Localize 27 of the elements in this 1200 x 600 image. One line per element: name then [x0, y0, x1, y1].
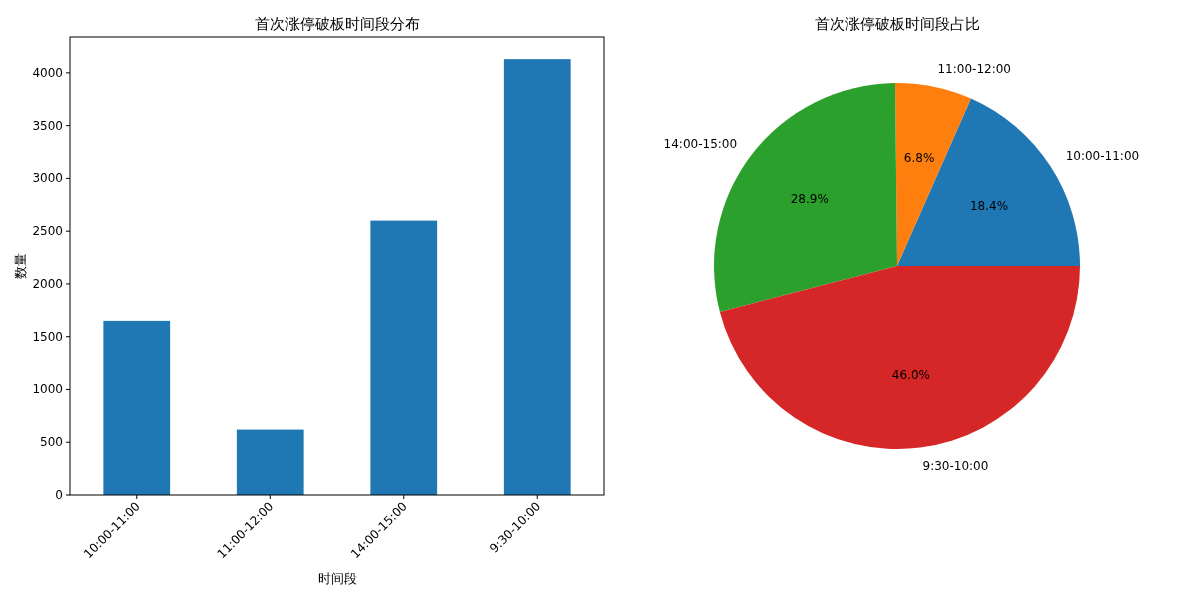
y-tick-label: 500 — [40, 435, 63, 450]
bar — [103, 320, 171, 495]
y-tick-label: 2500 — [32, 224, 63, 239]
y-tick-label: 0 — [55, 488, 63, 502]
slice-label: 14:00-15:00 — [663, 136, 738, 151]
chart-title: 首次涨停破板时间段占比 — [814, 15, 980, 33]
x-axis-title: 时间段 — [317, 571, 357, 586]
pie-slice — [894, 83, 971, 266]
y-tick-label: 1000 — [32, 382, 63, 397]
data-label: 46.0% — [891, 367, 930, 382]
data-label: 28.9% — [790, 192, 829, 207]
chart-title: 首次涨停破板时间段分布 — [254, 15, 420, 33]
data-label: 6.8% — [903, 151, 935, 166]
y-tick-label: 2000 — [32, 276, 63, 291]
bar — [370, 220, 438, 495]
slice-label: 11:00-12:00 — [937, 61, 1011, 76]
bar — [503, 59, 571, 495]
slice-label: 10:00-11:00 — [1065, 149, 1140, 164]
y-tick-label: 3500 — [32, 118, 63, 133]
y-tick-label: 1500 — [32, 329, 63, 344]
data-label: 18.4% — [969, 199, 1009, 214]
slice-label: 9:30-10:00 — [922, 458, 989, 473]
bar — [236, 429, 304, 495]
y-axis-title: 数量 — [13, 253, 28, 279]
pie-slice — [719, 266, 1080, 449]
y-tick-label: 4000 — [32, 65, 63, 80]
y-tick-label: 3000 — [32, 171, 63, 186]
